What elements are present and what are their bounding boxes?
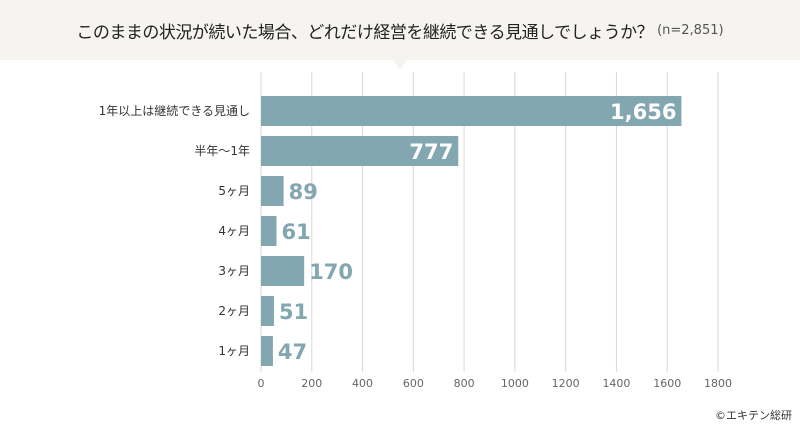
category-label: 3ヶ月	[218, 264, 250, 278]
x-tick-label: 1800	[704, 377, 732, 390]
category-label: 半年〜1年	[194, 144, 250, 158]
x-tick-label: 1400	[602, 377, 630, 390]
value-label: 89	[289, 180, 318, 204]
bar	[261, 296, 274, 326]
category-label: 1ヶ月	[218, 344, 250, 358]
category-label: 5ヶ月	[218, 184, 250, 198]
sample-size: (n=2,851)	[657, 22, 724, 38]
x-tick-label: 0	[258, 377, 265, 390]
x-tick-label: 1000	[501, 377, 529, 390]
x-tick-label: 800	[454, 377, 475, 390]
x-tick-label: 1200	[552, 377, 580, 390]
chart-title: このままの状況が続いた場合、どれだけ経営を継続できる見通しでしょうか？	[76, 22, 654, 43]
category-label: 2ヶ月	[218, 304, 250, 318]
x-tick-label: 1600	[653, 377, 681, 390]
value-label: 1,656	[610, 100, 676, 124]
bar	[261, 176, 284, 206]
bar	[261, 136, 459, 166]
bar	[261, 96, 682, 126]
x-tick-label: 400	[352, 377, 373, 390]
value-label: 170	[309, 260, 353, 284]
x-tick-label: 600	[403, 377, 424, 390]
value-label: 51	[279, 300, 308, 324]
value-label: 47	[278, 340, 307, 364]
x-tick-label: 200	[301, 377, 322, 390]
credit: ©エキテン総研	[715, 409, 792, 422]
value-label: 61	[281, 220, 310, 244]
header-pointer	[393, 60, 407, 69]
chart-header: このままの状況が続いた場合、どれだけ経営を継続できる見通しでしょうか？ (n=2…	[0, 0, 800, 60]
category-label: 4ヶ月	[218, 224, 250, 238]
bar	[261, 336, 273, 366]
value-label: 777	[409, 140, 453, 164]
bar	[261, 216, 277, 246]
category-label: 1年以上は継続できる見通し	[99, 103, 250, 118]
bar	[261, 256, 305, 286]
